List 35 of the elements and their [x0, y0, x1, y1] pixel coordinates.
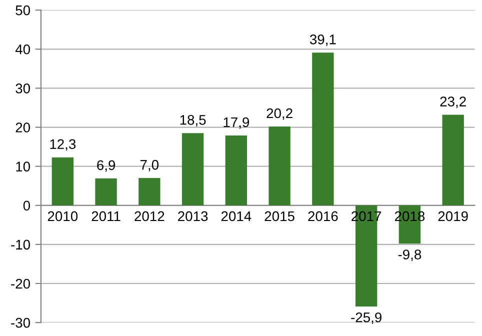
x-tick-label: 2012 [134, 211, 164, 222]
bar [442, 114, 464, 206]
data-label: 39,1 [310, 34, 336, 46]
data-label: -9,8 [398, 250, 422, 262]
y-tick-label: -10 [11, 240, 30, 250]
y-tick-label: -30 [11, 318, 30, 328]
y-tick-label: 40 [15, 44, 30, 54]
bar [52, 157, 74, 206]
bar [95, 178, 117, 206]
x-tick-label: 2016 [308, 211, 338, 222]
data-label: -25,9 [351, 312, 382, 324]
data-label: 6,9 [97, 160, 116, 172]
data-label: 12,3 [50, 139, 76, 151]
x-tick-label: 2014 [221, 211, 252, 222]
bar [225, 135, 248, 206]
y-tick-label: 10 [16, 162, 30, 172]
data-label: 20,2 [266, 108, 292, 120]
y-tick-label: 20 [16, 122, 30, 132]
bar [312, 52, 334, 206]
y-tick-label: 50 [16, 5, 30, 16]
x-tick-label: 2015 [264, 211, 294, 222]
data-label: 7,0 [140, 160, 159, 172]
x-tick-label: 2013 [178, 211, 208, 222]
y-tick-label: -20 [11, 278, 30, 289]
x-tick-label: 2011 [92, 211, 120, 222]
x-tick-label: 2019 [438, 211, 468, 222]
y-tick-label: 0 [23, 200, 30, 211]
x-tick-label: 2010 [48, 211, 78, 222]
bar [182, 133, 204, 206]
data-label: 18,5 [180, 114, 206, 126]
bar [268, 126, 290, 206]
bar [138, 178, 160, 206]
y-tick-label: 30 [16, 84, 30, 94]
data-label: 23,2 [440, 96, 466, 108]
data-label: 17,9 [224, 117, 250, 129]
